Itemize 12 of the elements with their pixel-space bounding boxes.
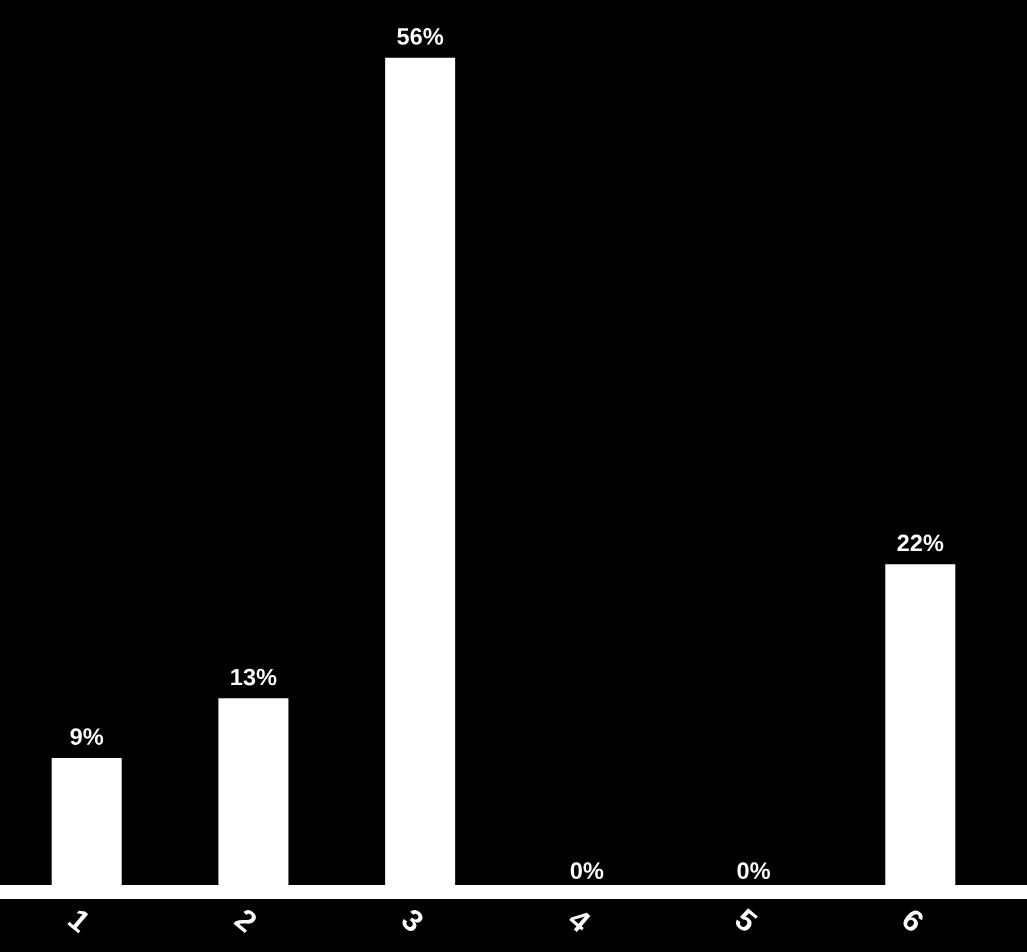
data-label: 22% xyxy=(897,534,944,552)
x-tick-label: 4 xyxy=(566,907,593,934)
x-tick-label: 6 xyxy=(900,907,926,934)
data-label: 56% xyxy=(397,28,444,45)
x-tick-label: 2 xyxy=(233,907,259,934)
x-tick-label: 3 xyxy=(399,907,426,934)
x-tick-label: 1 xyxy=(67,908,92,934)
data-label: 13% xyxy=(231,668,277,686)
data-label: 0% xyxy=(737,862,771,880)
data-label: 9% xyxy=(70,728,104,745)
data-label: 0% xyxy=(570,862,604,880)
x-tick-label: 5 xyxy=(733,907,759,934)
